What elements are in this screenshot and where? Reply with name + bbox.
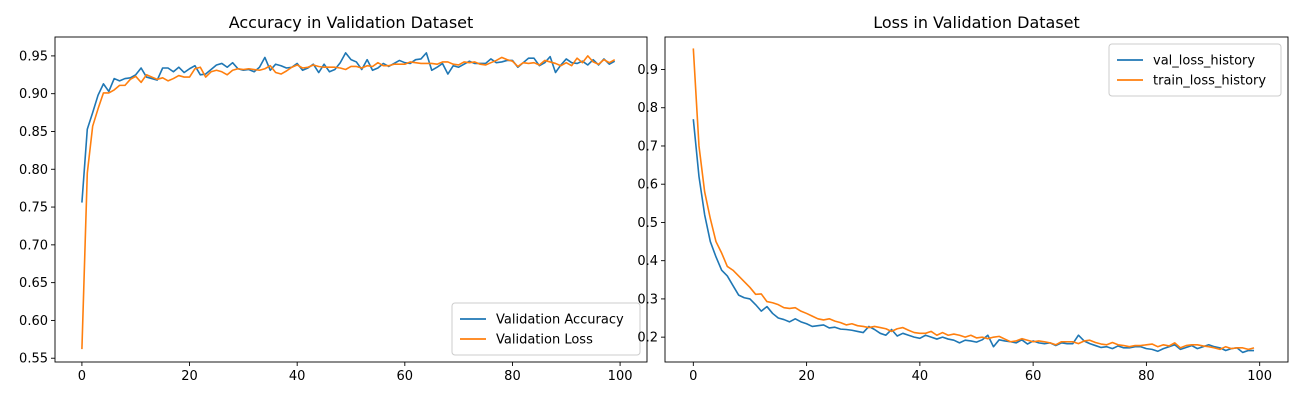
series-line-1 — [692, 48, 1255, 351]
y-tick-label: 0.7 — [637, 139, 658, 154]
x-tick-label: 20 — [798, 369, 815, 384]
plot-frame — [54, 36, 648, 363]
y-tick-label: 0.4 — [637, 254, 658, 269]
legend: Validation Accuracy Validation Loss — [451, 302, 641, 356]
legend-label: train_loss_history — [1153, 74, 1266, 89]
accuracy-chart: Accuracy in Validation Dataset 0 20 40 60 80 1… — [19, 13, 648, 384]
y-tick-label: 0.75 — [19, 201, 48, 216]
x-tick-label: 40 — [289, 369, 306, 384]
legend-label: Validation Loss — [496, 333, 593, 348]
y-tick-label: 0.70 — [19, 238, 48, 253]
y-tick-label: 0.9 — [637, 63, 658, 78]
chart-title: Loss in Validation Dataset — [873, 13, 1080, 32]
y-tick-label: 0.85 — [19, 125, 48, 140]
y-tick-label: 0.95 — [19, 49, 48, 64]
x-tick-label: 40 — [912, 369, 929, 384]
x-tick-label: 100 — [608, 369, 633, 384]
x-tick-label: 60 — [1025, 369, 1042, 384]
y-tick-label: 0.60 — [19, 314, 48, 329]
legend-label: val_loss_history — [1153, 54, 1255, 69]
x-tick-label: 80 — [504, 369, 521, 384]
x-tick-label: 0 — [78, 369, 86, 384]
y-tick-label: 0.80 — [19, 163, 48, 178]
series-line-1 — [81, 55, 616, 350]
y-tick-label: 0.55 — [19, 352, 48, 367]
x-tick-label: 0 — [689, 369, 697, 384]
y-tick-label: 0.6 — [637, 178, 658, 193]
loss-chart: Loss in Validation Dataset 0 20 40 60 80 100 0.… — [637, 13, 1289, 384]
legend-box — [1108, 43, 1282, 97]
y-tick-label: 0.8 — [637, 101, 658, 116]
y-tick-label: 0.90 — [19, 87, 48, 102]
chart-title: Accuracy in Validation Dataset — [229, 13, 474, 32]
legend-label: Validation Accuracy — [496, 313, 624, 328]
legend-box — [451, 302, 641, 356]
x-tick-label: 100 — [1247, 369, 1272, 384]
x-tick-label: 20 — [181, 369, 198, 384]
legend: val_loss_history train_loss_history — [1108, 43, 1282, 97]
x-tick-label: 60 — [397, 369, 414, 384]
x-tick-label: 80 — [1138, 369, 1155, 384]
y-tick-label: 0.5 — [637, 216, 658, 231]
y-tick-label: 0.65 — [19, 276, 48, 291]
series-line-0 — [81, 52, 616, 203]
series-line-0 — [692, 119, 1255, 354]
plot-frame — [664, 36, 1289, 363]
y-tick-label: 0.2 — [637, 331, 658, 346]
y-tick-label: 0.3 — [637, 292, 658, 307]
